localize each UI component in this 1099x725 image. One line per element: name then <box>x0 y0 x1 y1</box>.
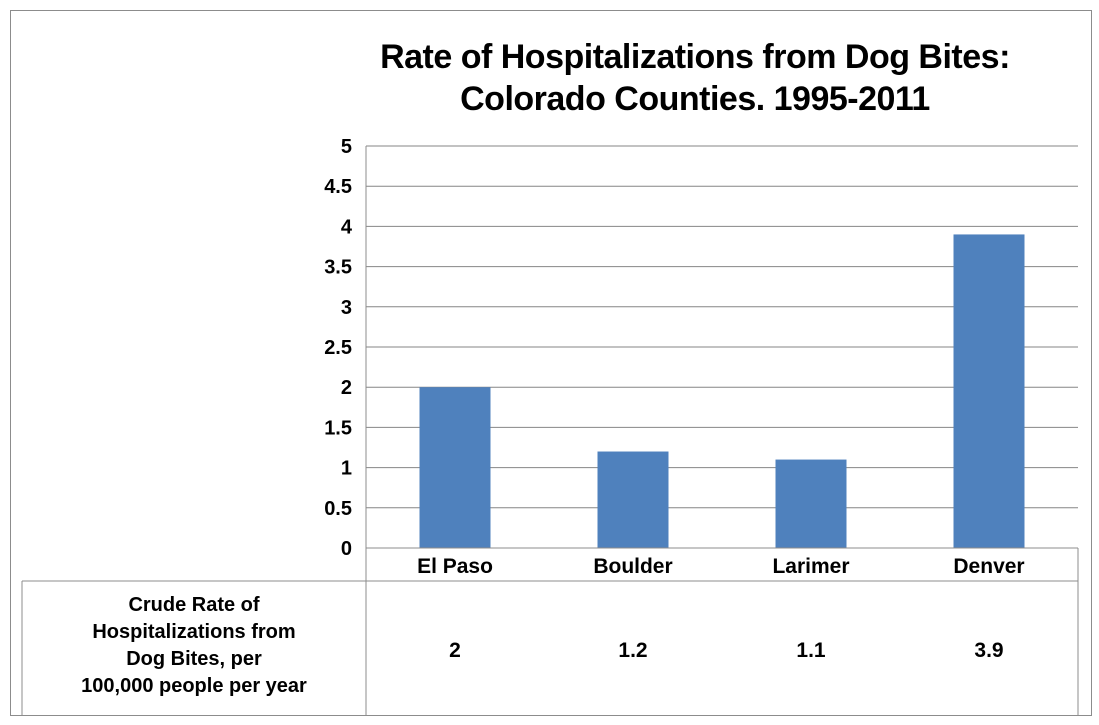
y-tick-label: 2.5 <box>324 337 352 359</box>
bar-el-paso <box>419 387 491 548</box>
chart-frame <box>10 10 1092 716</box>
bar-boulder <box>597 451 669 548</box>
data-table-value: 1.1 <box>796 639 826 662</box>
x-category-label: Denver <box>953 555 1024 578</box>
chart-title: Rate of Hospitalizations from Dog Bites: <box>380 38 1010 76</box>
bar-denver <box>953 234 1025 548</box>
data-table-value: 2 <box>449 639 461 662</box>
y-tick-label: 5 <box>341 136 352 158</box>
chart-subtitle: Colorado Counties. 1995-2011 <box>460 80 930 118</box>
y-tick-label: 1 <box>341 458 352 480</box>
y-tick-label: 1.5 <box>324 417 352 439</box>
y-tick-label: 4.5 <box>324 176 352 198</box>
y-tick-label: 4 <box>341 216 353 238</box>
x-category-label: Larimer <box>772 555 849 578</box>
y-tick-label: 3.5 <box>324 257 352 279</box>
bars <box>419 234 1025 548</box>
y-tick-label: 3 <box>341 297 352 319</box>
data-table-row-label: Crude Rate of <box>128 594 259 616</box>
data-table-row-label: 100,000 people per year <box>81 675 307 697</box>
data-table-value: 1.2 <box>618 639 647 662</box>
y-axis-tick-labels: 0 0.5 1 1.5 2 2.5 3 3.5 4 4.5 5 <box>324 136 353 560</box>
x-category-label: Boulder <box>593 555 672 578</box>
y-tick-label: 2 <box>341 377 352 399</box>
x-axis-category-labels: El Paso Boulder Larimer Denver <box>417 555 1025 578</box>
data-table-row-label: Hospitalizations from <box>92 621 295 643</box>
axes <box>21 146 1079 716</box>
x-category-label: El Paso <box>417 555 493 578</box>
y-tick-label: 0.5 <box>324 498 352 520</box>
data-table-value: 3.9 <box>974 639 1003 662</box>
data-table-row-label: Dog Bites, per <box>126 648 262 670</box>
bar-larimer <box>775 459 847 548</box>
data-table: Crude Rate of Hospitalizations from Dog Bi… <box>81 594 1003 697</box>
y-tick-label: 0 <box>341 538 352 560</box>
